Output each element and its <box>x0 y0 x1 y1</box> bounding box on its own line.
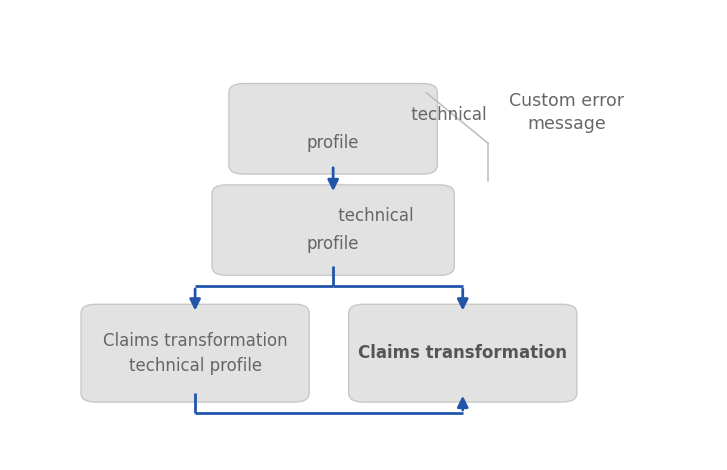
FancyBboxPatch shape <box>349 304 577 402</box>
Text: Custom error
message: Custom error message <box>510 92 624 133</box>
Text: profile: profile <box>307 235 359 253</box>
Text: Claims transformation
technical profile: Claims transformation technical profile <box>103 332 287 375</box>
FancyBboxPatch shape <box>81 304 309 402</box>
Text: Claims transformation: Claims transformation <box>358 344 567 362</box>
FancyBboxPatch shape <box>229 84 438 174</box>
Text: technical: technical <box>333 207 414 225</box>
FancyBboxPatch shape <box>212 185 454 275</box>
Text: technical: technical <box>406 106 487 124</box>
Text: profile: profile <box>307 133 359 151</box>
